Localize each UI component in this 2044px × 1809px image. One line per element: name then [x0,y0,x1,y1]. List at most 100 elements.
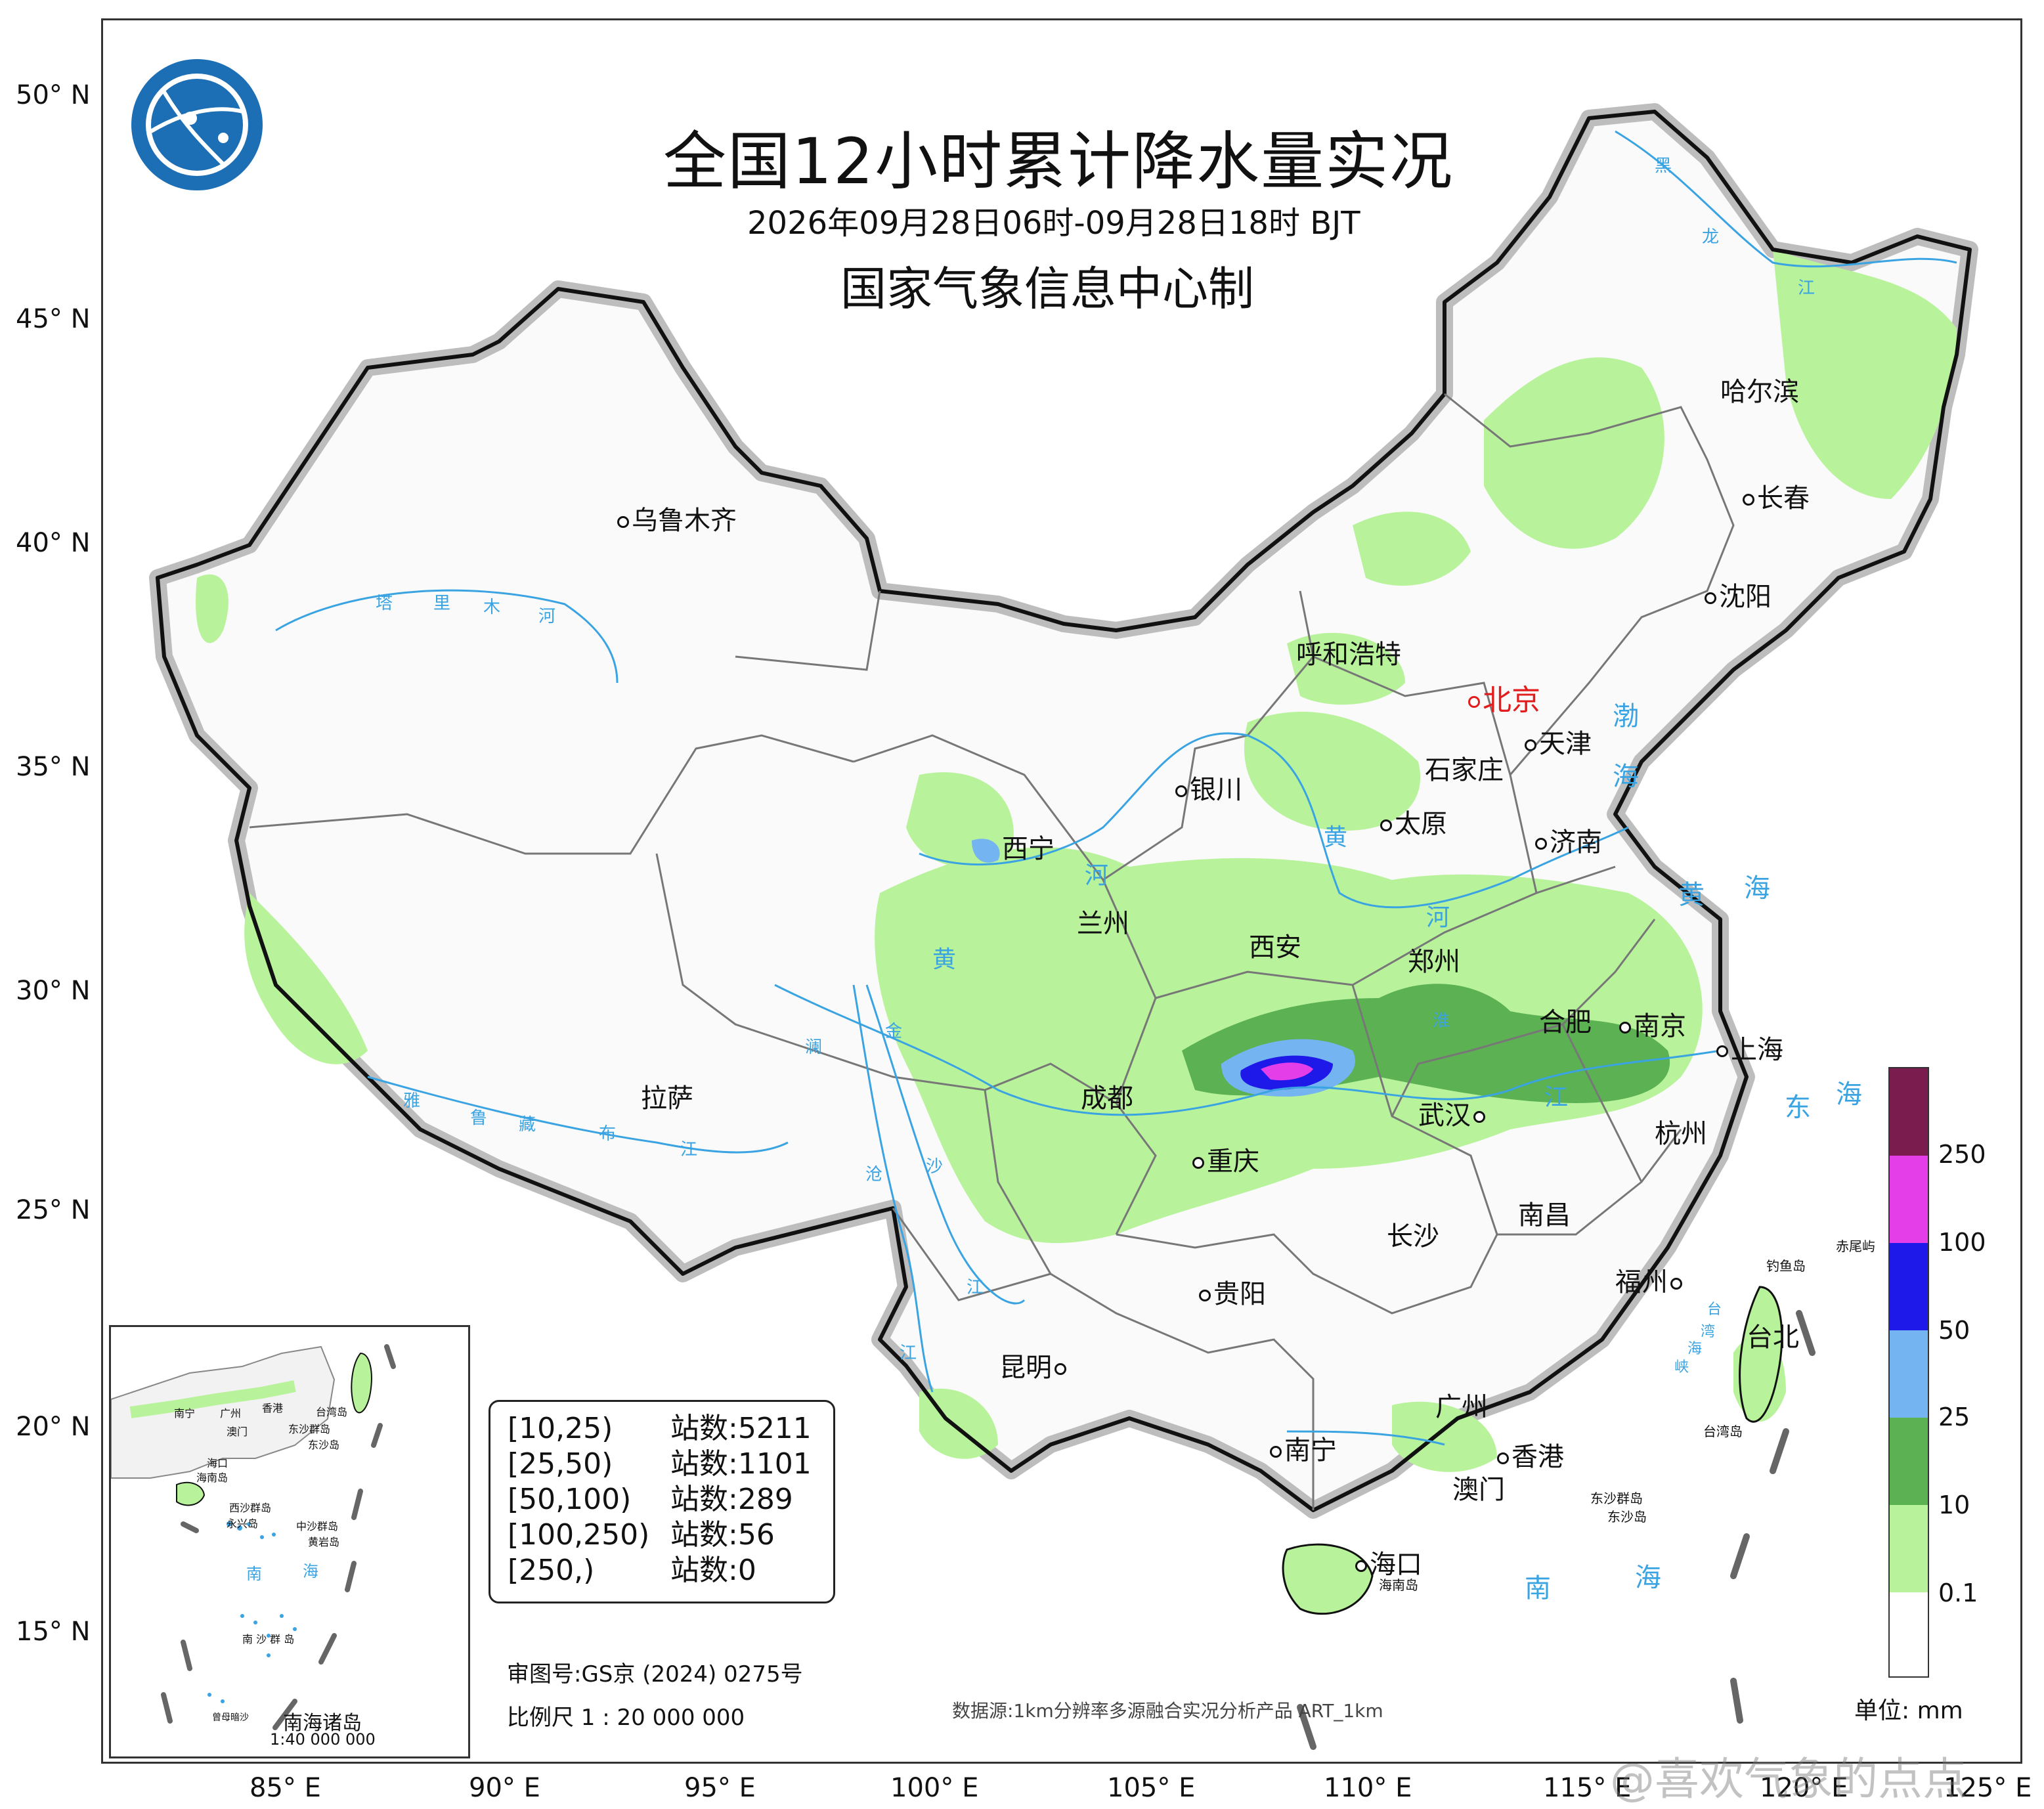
river-label: 木 [483,598,501,617]
lon-label-100: 100° E [890,1773,979,1803]
river-label: 龙 [1702,227,1720,247]
sea-south-2: 海 [1635,1563,1661,1593]
city-shijiazhuang: 石家庄 [1425,755,1504,785]
lat-label-20: 20° N [16,1412,91,1442]
river-label: 澜 [805,1037,823,1057]
inset-map [111,1344,396,1730]
island-hainan: 海南岛 [1379,1577,1418,1593]
lon-label-120: 120° E [1760,1773,1848,1803]
south-china-sea-inset: 南宁 广州 香港 澳门 台湾岛 东沙群岛 东沙岛 海口 海南岛 西沙群岛 永兴岛… [109,1325,470,1758]
lon-label-125: 125° E [1944,1773,2032,1803]
sea-yellow-1: 黄 [1678,880,1705,910]
legend-swatch-100-250 [1890,1156,1928,1243]
inset-label-xisha: 西沙群岛 [229,1502,272,1514]
legend-swatch-0.1-10 [1890,1505,1928,1592]
heilong-river [1615,130,1957,268]
lat-label-50: 50° N [16,80,91,110]
sea-east-1: 东 [1785,1093,1811,1123]
city-marker-icon [1619,1022,1631,1034]
inset-sea-south-2: 海 [303,1562,318,1580]
river-label: 里 [433,594,451,613]
city-chengdu: 成都 [1081,1083,1133,1114]
inset-label-hongkong: 香港 [262,1402,284,1414]
island-dongsha: 东沙群岛 [1590,1491,1643,1506]
river-label: 峡 [1674,1359,1689,1376]
city-nanchang: 南昌 [1518,1200,1571,1231]
tarim-river [275,589,619,684]
river-label: 黑 [1655,156,1672,176]
river-label: 金 [885,1022,903,1041]
lon-label-90: 90° E [469,1773,540,1803]
legend-swatch-25-50 [1890,1330,1928,1418]
legend-tick: 100 [1938,1228,1986,1257]
city-harbin: 哈尔滨 [1720,377,1799,407]
inset-label-dongsha2: 东沙岛 [308,1439,340,1451]
legend-tick: 250 [1938,1140,1986,1169]
city-xian: 西安 [1249,932,1301,963]
time-range: 2026年09月28日06时-09月28日18时 BJT [747,205,1360,242]
river-label: 江 [1544,1084,1569,1111]
inset-title: 南海诸岛 [283,1712,362,1735]
stats-row: [10,25) 站数:5211 [508,1412,812,1445]
map-frame [101,18,2022,1764]
city-zhengzhou: 郑州 [1408,947,1460,977]
river-label: 沙 [926,1157,944,1177]
river-label: 河 [1426,904,1450,931]
river-label: 雅 [403,1091,421,1111]
city-marker-icon [1175,785,1187,797]
river-label: 台 [1707,1301,1722,1318]
city-hohhot: 呼和浩特 [1296,640,1401,670]
lat-label-30: 30° N [16,976,91,1006]
inset-label-nansha: 南 沙 群 岛 [242,1633,295,1646]
river-label: 藏 [519,1115,536,1135]
city-marker-icon [1670,1278,1682,1290]
lon-label-95: 95° E [684,1773,756,1803]
city-marker-icon [1380,819,1392,831]
yarlung-river [367,1076,789,1154]
data-source: 数据源:1km分辨率多源融合实况分析产品 ART_1km [952,1700,1383,1722]
island-dongsha-island: 东沙岛 [1607,1509,1647,1525]
city-tianjin: 天津 [1525,722,1592,760]
city-marker-icon [1525,739,1536,751]
river-label: 河 [538,607,556,626]
provincial-borders [249,393,1735,1510]
inset-label-dongsha: 东沙群岛 [288,1423,331,1435]
city-yinchuan: 银川 [1175,768,1242,806]
city-haikou: 海口 [1355,1543,1422,1581]
lat-label-40: 40° N [16,528,91,558]
river-label: 塔 [376,594,393,613]
city-marker-icon [1473,1111,1485,1123]
lat-label-45: 45° N [16,304,91,334]
city-guiyang: 贵阳 [1199,1273,1266,1311]
city-hongkong: 香港 [1497,1435,1564,1473]
precip-legend [1888,1067,1929,1678]
inset-label-yongxing: 永兴岛 [227,1517,259,1530]
map-title: 全国12小时累计降水量实况 [663,125,1454,198]
stats-row: [50,100) 站数:289 [508,1483,793,1516]
city-marker-icon [1199,1290,1211,1301]
inset-label-hainan: 海南岛 [196,1471,228,1484]
lat-label-35: 35° N [16,752,91,782]
legend-tick: 10 [1938,1491,1970,1519]
inset-label-nanning: 南宁 [174,1407,196,1420]
watermark: @喜欢气象的点点 [1610,1754,1968,1806]
city-macau: 澳门 [1452,1475,1505,1505]
legend-swatch-10-25 [1890,1418,1928,1505]
city-marker-icon [1705,592,1716,604]
lon-label-105: 105° E [1107,1773,1196,1803]
river-label: 黄 [1324,824,1348,851]
map-approval-number: 审图号:GS京 (2024) 0275号 [507,1661,803,1688]
city-lhasa: 拉萨 [641,1083,693,1114]
jinsha-river [865,984,1026,1305]
sea-east-2: 海 [1836,1079,1862,1110]
legend-tick: 0.1 [1938,1579,1978,1607]
stats-row: [25,50) 站数:1101 [508,1447,812,1481]
inset-label-zengmu: 曾母暗沙 [212,1712,249,1723]
taiwan-island [1739,1286,1783,1423]
pearl-river [1286,1430,1445,1446]
city-marker-icon [1497,1452,1509,1464]
stats-row: [250,) 站数:0 [508,1554,756,1587]
city-marker-icon [1355,1560,1367,1572]
river-label: 河 [1085,862,1109,889]
stats-row: [100,250) 站数:56 [508,1518,775,1552]
